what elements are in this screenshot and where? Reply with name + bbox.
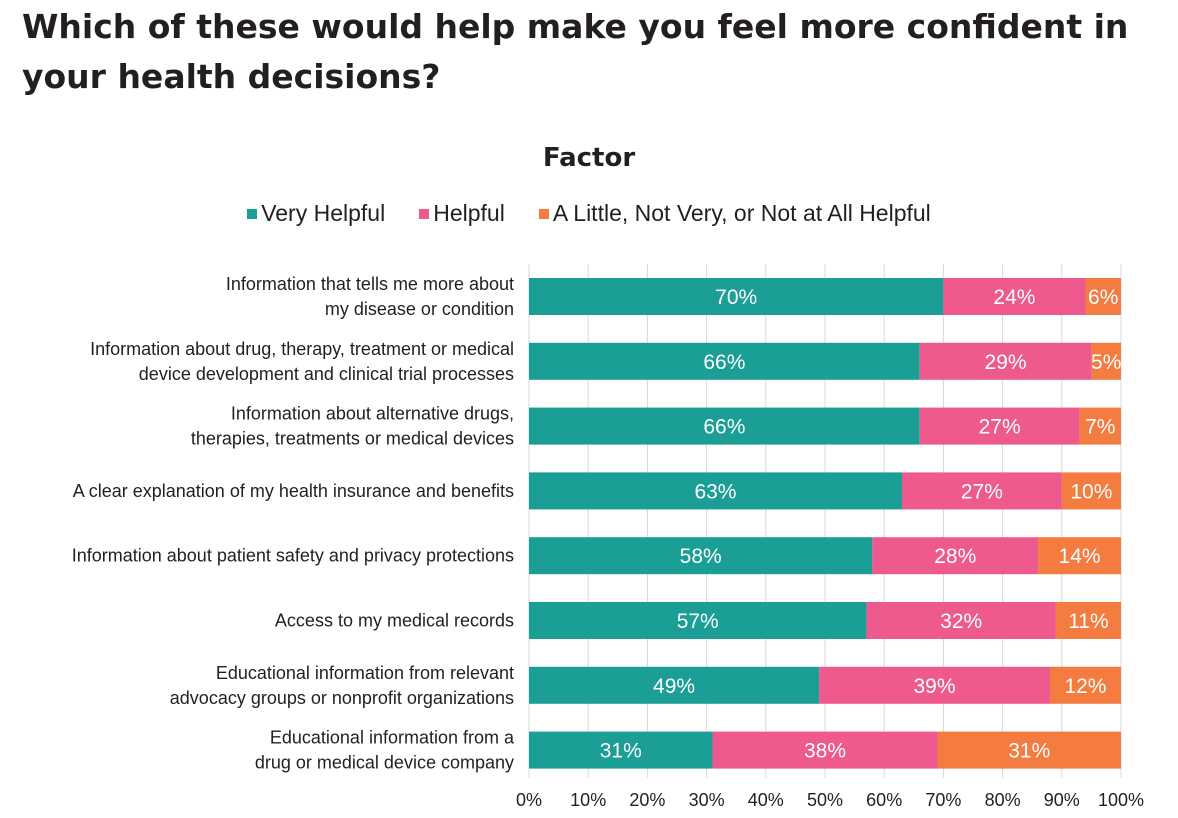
bar-value-label: 7% <box>1085 416 1115 439</box>
bars: 70% 24% 6% 66% 29% 5% 66% 27% 7% 63% 27% 10% 58% 28% 1… <box>529 278 1121 769</box>
bar-value-label: 49% <box>653 675 695 698</box>
bar-segment <box>529 731 713 769</box>
bar-segment <box>819 666 1050 704</box>
bar-value-label: 10% <box>1070 480 1112 503</box>
legend-item-very-helpful: Very Helpful <box>247 200 385 227</box>
x-tick-label: 100% <box>1098 790 1144 810</box>
category-label: Educational information from relevant <box>216 663 514 683</box>
category-label: my disease or condition <box>325 299 514 319</box>
bar-value-label: 29% <box>985 351 1027 374</box>
bar-segment <box>529 537 873 575</box>
bar-value-label: 5% <box>1091 351 1121 374</box>
bar-value-label: 66% <box>703 416 745 439</box>
x-axis-ticks: 0% 10% 20% 30% 40% 50% 60% 70% 80% 90% 100% <box>516 790 1144 810</box>
x-tick-label: 40% <box>748 790 784 810</box>
x-tick-label: 50% <box>807 790 843 810</box>
bar-value-label: 24% <box>993 286 1035 309</box>
category-label: Information about alternative drugs, <box>231 404 514 424</box>
bar-segment <box>872 537 1039 575</box>
x-tick-label: 0% <box>516 790 542 810</box>
bar-segment <box>529 342 920 380</box>
legend-label-helpful: Helpful <box>433 200 505 226</box>
legend-item-not-helpful: A Little, Not Very, or Not at All Helpfu… <box>538 200 931 227</box>
bar-segment <box>866 602 1056 639</box>
x-tick-label: 60% <box>866 790 902 810</box>
bar-value-label: 31% <box>1008 740 1050 763</box>
bar-segment <box>529 666 820 704</box>
x-tick-label: 10% <box>570 790 606 810</box>
category-label: Information that tells me more about <box>226 274 514 294</box>
category-label: Access to my medical records <box>275 611 514 631</box>
bar-value-label: 28% <box>934 545 976 568</box>
bar-value-label: 32% <box>940 610 982 633</box>
legend-swatch-very-helpful <box>247 208 258 219</box>
bar-segment <box>529 472 902 510</box>
category-label: device development and clinical trial pr… <box>139 364 514 384</box>
legend-item-helpful: Helpful <box>419 200 505 227</box>
bar-segment <box>1038 537 1121 575</box>
x-tick-label: 30% <box>689 790 725 810</box>
bar-segment <box>1055 602 1121 639</box>
x-tick-label: 90% <box>1044 790 1080 810</box>
category-label: A clear explanation of my health insuran… <box>73 481 514 501</box>
bar-value-label: 58% <box>680 545 722 568</box>
bar-value-label: 66% <box>703 351 745 374</box>
bar-segment <box>529 278 944 315</box>
category-label: therapies, treatments or medical devices <box>191 429 514 449</box>
bar-value-label: 38% <box>804 740 846 763</box>
bar-segment <box>1049 666 1121 704</box>
chart-title: Factor <box>542 143 636 173</box>
category-label: Information about patient safety and pri… <box>72 546 514 566</box>
x-tick-label: 70% <box>925 790 961 810</box>
bar-segment <box>943 278 1086 315</box>
category-label: advocacy groups or nonprofit organizatio… <box>170 688 514 708</box>
bar-value-label: 6% <box>1088 286 1118 309</box>
bar-segment <box>1061 472 1121 510</box>
bar-segment <box>712 731 938 769</box>
legend-swatch-helpful <box>419 208 430 219</box>
legend-swatch-not-helpful <box>538 208 549 219</box>
bar-value-label: 12% <box>1064 675 1106 698</box>
bar-value-label: 70% <box>715 286 757 309</box>
bar-value-label: 31% <box>600 740 642 763</box>
page-title: Which of these would help make you feel … <box>22 7 1129 96</box>
bar-segment <box>529 602 867 639</box>
bar-segment <box>919 407 1080 445</box>
bar-value-label: 63% <box>694 480 736 503</box>
legend-label-not-helpful: A Little, Not Very, or Not at All Helpfu… <box>552 200 931 226</box>
bar-segment <box>937 731 1121 769</box>
bar-segment <box>1085 278 1121 315</box>
legend-label-very-helpful: Very Helpful <box>261 200 386 226</box>
category-label: Information about drug, therapy, treatme… <box>90 339 514 359</box>
bar-value-label: 39% <box>914 675 956 698</box>
chart-legend: Very Helpful Helpful A Little, Not Very,… <box>0 200 1178 227</box>
bar-segment <box>919 342 1092 380</box>
category-label: drug or medical device company <box>255 753 514 773</box>
bar-value-label: 27% <box>979 416 1021 439</box>
category-label: Educational information from a <box>270 728 515 748</box>
x-tick-label: 20% <box>629 790 665 810</box>
bar-segment <box>529 407 920 445</box>
bar-value-label: 27% <box>961 480 1003 503</box>
bar-value-label: 11% <box>1068 610 1108 633</box>
bar-value-label: 57% <box>677 610 719 633</box>
bar-segment <box>1091 342 1121 380</box>
bar-value-label: 14% <box>1059 545 1101 568</box>
bar-segment <box>1079 407 1121 445</box>
category-labels: Information that tells me more about my d… <box>72 274 515 773</box>
x-tick-label: 80% <box>985 790 1021 810</box>
bar-segment <box>901 472 1062 510</box>
